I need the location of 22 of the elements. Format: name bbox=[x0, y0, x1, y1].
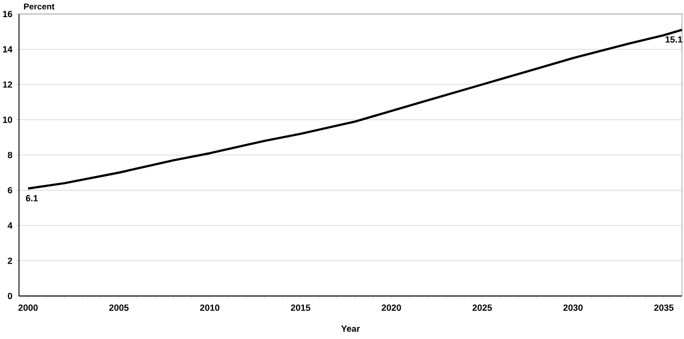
x-tick-label: 2010 bbox=[200, 304, 220, 311]
x-tick-label: 2015 bbox=[290, 304, 310, 311]
x-tick-label: 2025 bbox=[472, 304, 492, 311]
y-tick-label: 4 bbox=[8, 222, 12, 229]
data-label: 6.1 bbox=[26, 195, 38, 202]
data-label: 15.1 bbox=[666, 36, 682, 43]
x-axis-title: Year bbox=[341, 326, 360, 332]
y-axis-title: Percent bbox=[24, 4, 54, 10]
y-tick-label: 14 bbox=[3, 46, 12, 52]
x-tick-label: 2030 bbox=[563, 304, 583, 311]
x-tick-label: 2035 bbox=[654, 304, 674, 311]
y-tick-label: 8 bbox=[8, 152, 12, 158]
y-tick-label: 12 bbox=[3, 81, 12, 88]
x-tick-label: 2005 bbox=[109, 304, 129, 311]
x-tick-label: 2000 bbox=[18, 304, 38, 311]
line-series bbox=[26, 28, 684, 190]
x-tick-label: 2020 bbox=[382, 304, 401, 311]
y-tick-label: 2 bbox=[8, 258, 12, 264]
y-tick-label: 0 bbox=[8, 292, 12, 300]
y-tick-label: 10 bbox=[3, 116, 12, 123]
y-tick-label: 6 bbox=[8, 187, 12, 194]
y-tick-label: 16 bbox=[3, 10, 12, 18]
